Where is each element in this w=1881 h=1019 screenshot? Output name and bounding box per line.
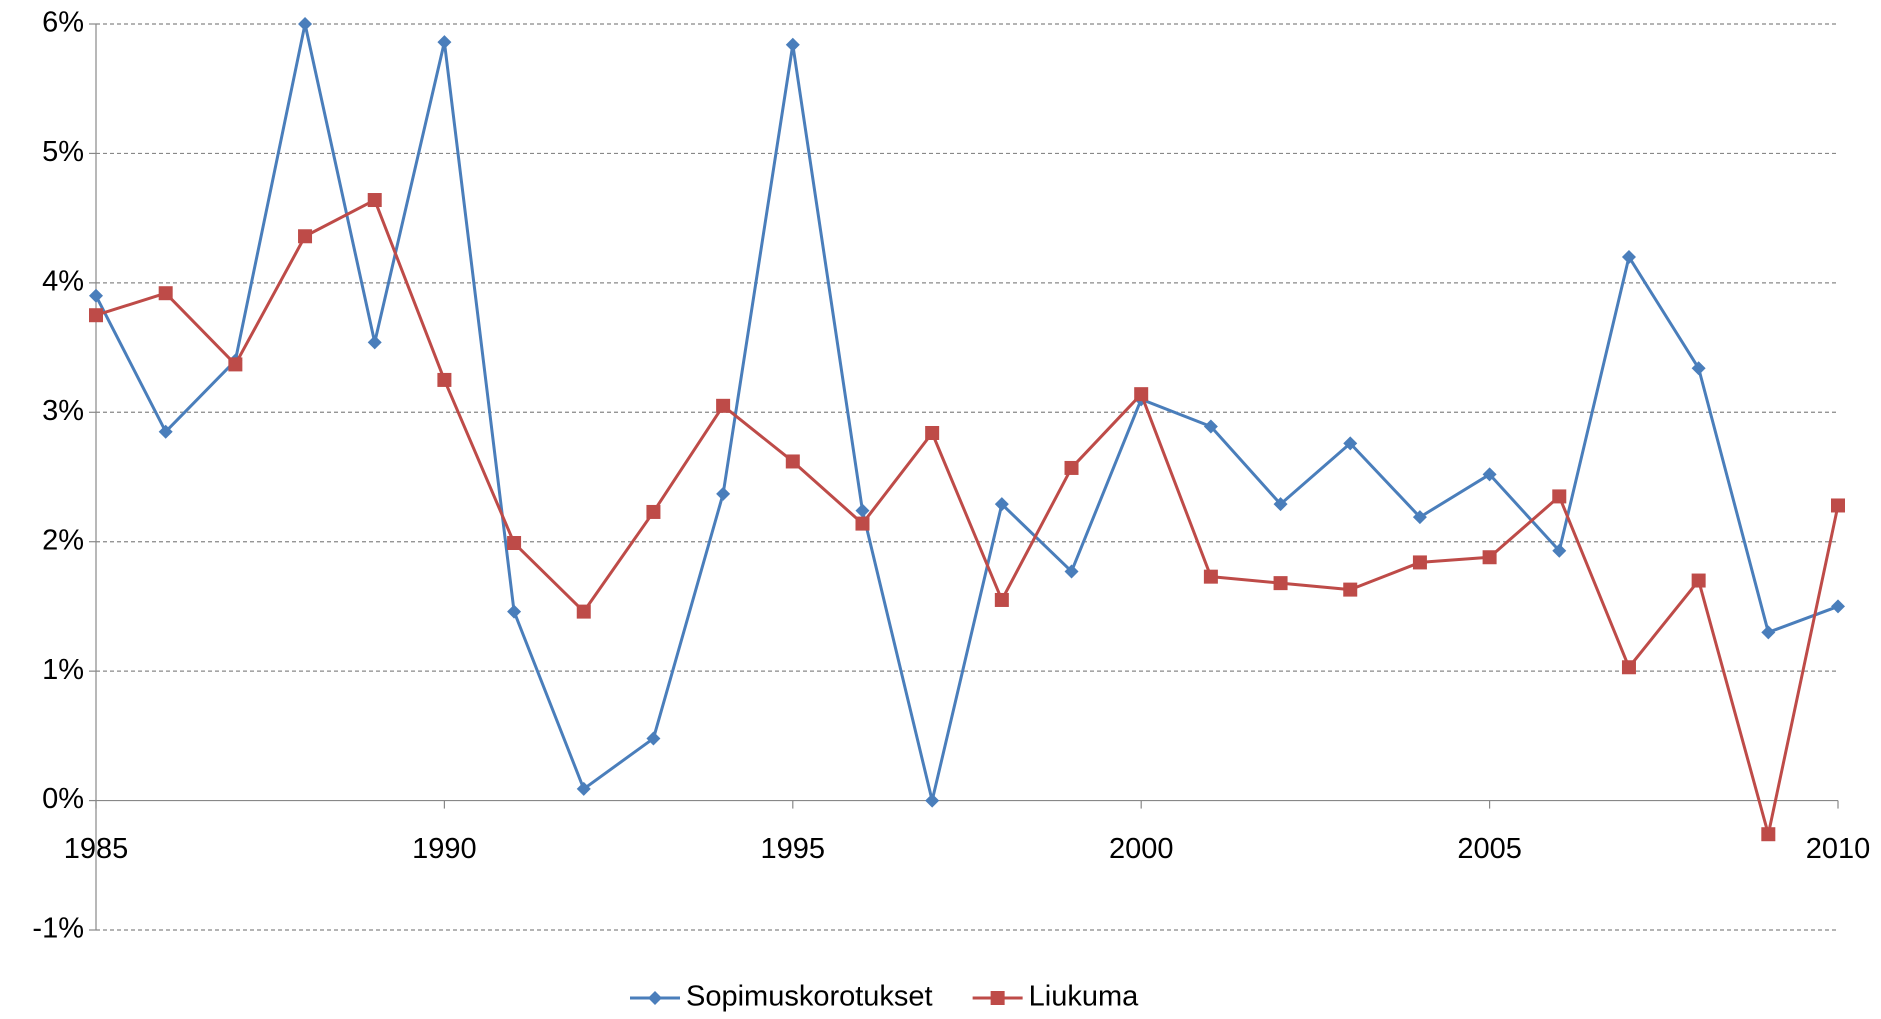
marker <box>1412 510 1427 525</box>
y-tick-label: -1% <box>32 913 84 945</box>
x-tick-label: 2005 <box>1457 833 1522 865</box>
marker <box>1273 576 1288 591</box>
marker <box>89 288 103 303</box>
marker <box>994 592 1009 607</box>
marker <box>855 503 870 518</box>
x-tick-label: 1985 <box>64 833 129 865</box>
y-tick-label: 4% <box>42 266 84 298</box>
legend: Sopimuskorotukset Liukuma <box>630 981 1139 1013</box>
marker <box>1203 569 1218 584</box>
marker <box>1621 660 1636 675</box>
marker <box>367 335 382 350</box>
marker <box>507 536 522 551</box>
series-line <box>95 198 1840 836</box>
series-line <box>94 22 1839 803</box>
legend-item: Liukuma <box>972 981 1139 1013</box>
x-tick-label: 2000 <box>1109 833 1174 865</box>
marker <box>89 308 103 323</box>
marker <box>646 504 661 519</box>
marker <box>1482 467 1497 482</box>
y-tick-label: 6% <box>42 7 84 39</box>
marker <box>925 425 940 440</box>
marker <box>437 372 452 387</box>
y-tick-label: 2% <box>42 524 84 556</box>
marker <box>298 17 313 31</box>
marker <box>1691 361 1706 376</box>
marker <box>576 781 591 796</box>
marker <box>648 991 662 1005</box>
x-tick-label: 1990 <box>412 833 477 865</box>
marker <box>437 35 452 50</box>
x-tick-label: 2010 <box>1806 833 1871 865</box>
marker <box>994 497 1009 512</box>
marker <box>785 37 800 52</box>
marker <box>1482 550 1497 565</box>
marker <box>158 424 173 439</box>
marker <box>1343 582 1358 597</box>
marker <box>1064 564 1079 579</box>
marker <box>1761 827 1776 842</box>
y-tick-label: 3% <box>42 395 84 427</box>
marker <box>1203 419 1218 434</box>
marker <box>716 398 731 413</box>
marker <box>507 604 522 619</box>
marker <box>1273 497 1288 512</box>
legend-label: Liukuma <box>1029 981 1139 1013</box>
legend-label: Sopimuskorotukset <box>686 981 933 1013</box>
marker <box>158 286 173 301</box>
y-tick-label: 5% <box>42 136 84 168</box>
marker <box>228 357 243 372</box>
marker <box>1552 543 1567 558</box>
y-tick-label: 1% <box>42 654 84 686</box>
marker <box>1343 436 1358 451</box>
x-tick-label: 1995 <box>761 833 826 865</box>
marker <box>1064 460 1079 475</box>
marker <box>1691 573 1706 588</box>
marker <box>990 991 1005 1005</box>
marker <box>1621 249 1636 264</box>
marker <box>1761 625 1776 640</box>
marker <box>1134 387 1149 402</box>
marker <box>367 193 382 208</box>
marker <box>1831 498 1845 513</box>
marker <box>1412 555 1427 570</box>
marker <box>646 731 661 746</box>
marker <box>1552 489 1567 504</box>
marker <box>1831 599 1845 614</box>
marker <box>576 604 591 619</box>
y-tick-label: 0% <box>42 783 84 815</box>
marker <box>785 454 800 469</box>
marker <box>298 229 313 244</box>
marker <box>716 486 731 501</box>
legend-item: Sopimuskorotukset <box>630 981 933 1013</box>
marker <box>925 793 940 808</box>
marker <box>855 516 870 531</box>
